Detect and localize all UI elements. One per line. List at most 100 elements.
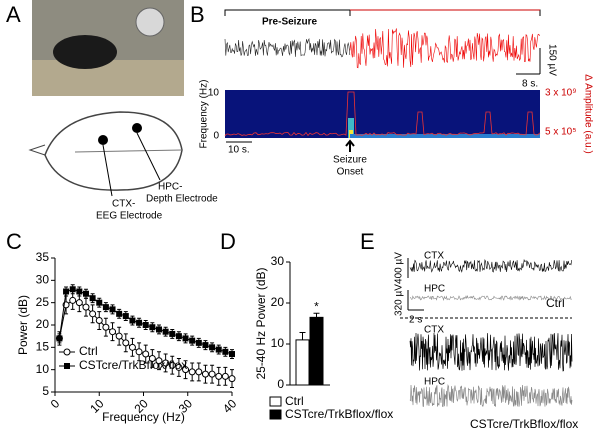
tick-label: 5 x 10⁵: [545, 127, 576, 138]
x-tick-label: 0: [48, 396, 63, 411]
point: [208, 370, 216, 378]
point: [195, 339, 202, 346]
panel-label: E: [360, 229, 375, 254]
y-axis-label: 25-40 Hz Power (dB): [254, 267, 268, 379]
tick-label: 3 x 10⁹: [545, 88, 577, 99]
point: [56, 335, 63, 342]
point: [142, 350, 150, 358]
electrode-label: HPC-: [158, 182, 182, 193]
point: [122, 339, 130, 347]
scale-label: 320 µV: [394, 284, 405, 316]
point: [142, 322, 149, 328]
point: [155, 326, 162, 333]
bracket: [224, 9, 541, 16]
pointer: [102, 144, 113, 197]
scale-label: 10 s.: [228, 145, 250, 156]
point: [129, 317, 136, 324]
point: [95, 317, 103, 325]
point: [75, 299, 83, 307]
legend-label: Ctrl: [79, 344, 98, 358]
phase-label: Pre-Seizure: [262, 17, 317, 28]
point: [135, 348, 143, 356]
significance: *: [314, 299, 319, 313]
point: [128, 343, 136, 351]
pointer: [136, 132, 161, 181]
point: [82, 303, 90, 311]
point: [182, 366, 190, 374]
spectrogram: [225, 90, 540, 138]
point: [215, 346, 222, 353]
error-bar: [313, 312, 320, 318]
point: [168, 361, 176, 369]
point: [148, 355, 156, 362]
axis-label: Frequency (Hz): [199, 80, 210, 149]
point: [221, 372, 229, 380]
y-tick-label: 0: [277, 377, 284, 391]
photo-mouse: [53, 35, 117, 69]
y-tick-label: 20: [271, 295, 285, 309]
point: [169, 330, 176, 337]
brain-midline: [74, 149, 183, 153]
point: [76, 288, 83, 295]
legend-marker: [64, 363, 70, 369]
eeg-trace-seizure: [349, 28, 540, 69]
tick-label: 0: [213, 131, 219, 142]
point: [82, 290, 89, 297]
point: [149, 324, 156, 331]
eeg-trace: [409, 383, 573, 408]
eeg-trace: [224, 28, 540, 69]
point: [69, 296, 77, 304]
panel-label: B: [190, 2, 205, 27]
point: [102, 323, 110, 331]
brain-outline: [28, 144, 46, 156]
scale-label: 150 µV: [546, 44, 557, 76]
point: [222, 348, 229, 355]
electrode-label: CTX-: [112, 199, 135, 210]
eeg-traces: [409, 258, 573, 408]
y-tick-label: 30: [36, 273, 50, 287]
y-tick-label: 10: [271, 336, 285, 350]
legend-label: CSTcre/TrkBflox/flox: [79, 358, 187, 372]
eeg-trace-pre: [224, 37, 351, 58]
onset-label: Onset: [337, 167, 364, 178]
eeg-trace: [409, 258, 572, 273]
point: [122, 313, 129, 320]
axis-label: Δ Amplitude (a.u.): [582, 74, 593, 154]
point: [162, 328, 169, 335]
point: [228, 375, 236, 383]
point: [89, 310, 97, 318]
y-tick-label: 20: [36, 317, 50, 331]
y-tick-label: 30: [271, 254, 285, 268]
electrode-label: EEG Electrode: [96, 211, 163, 222]
point: [136, 319, 143, 326]
channel-label: HPC: [424, 377, 445, 388]
eeg-trace: [409, 332, 573, 372]
point: [209, 344, 216, 351]
spectrogram-band: [350, 134, 540, 138]
y-tick-label: 25: [36, 295, 50, 309]
y-tick-label: 10: [36, 362, 50, 376]
point: [116, 310, 123, 317]
legend-marker: [63, 348, 71, 356]
point: [182, 335, 189, 342]
point: [102, 304, 109, 311]
hpc-electrode: [132, 123, 142, 133]
photo-device: [135, 7, 165, 37]
y-axis-label: Power (dB): [16, 295, 30, 355]
group-label: Ctrl: [546, 296, 565, 310]
point: [162, 359, 170, 367]
y-tick-label: 5: [42, 384, 49, 398]
point: [69, 286, 76, 293]
photo-bedding: [32, 60, 184, 96]
spectrogram-detail: [224, 91, 541, 138]
channel-label: CTX: [424, 325, 444, 336]
error-bar: [299, 332, 306, 340]
point: [201, 370, 209, 378]
point: [189, 337, 196, 344]
scale-label: 2 s: [409, 315, 422, 326]
legend-swatch: [269, 409, 282, 420]
onset-label: Seizure: [333, 155, 367, 166]
y-tick-label: 35: [36, 250, 50, 264]
panel-label: A: [6, 2, 21, 27]
point: [188, 368, 196, 376]
